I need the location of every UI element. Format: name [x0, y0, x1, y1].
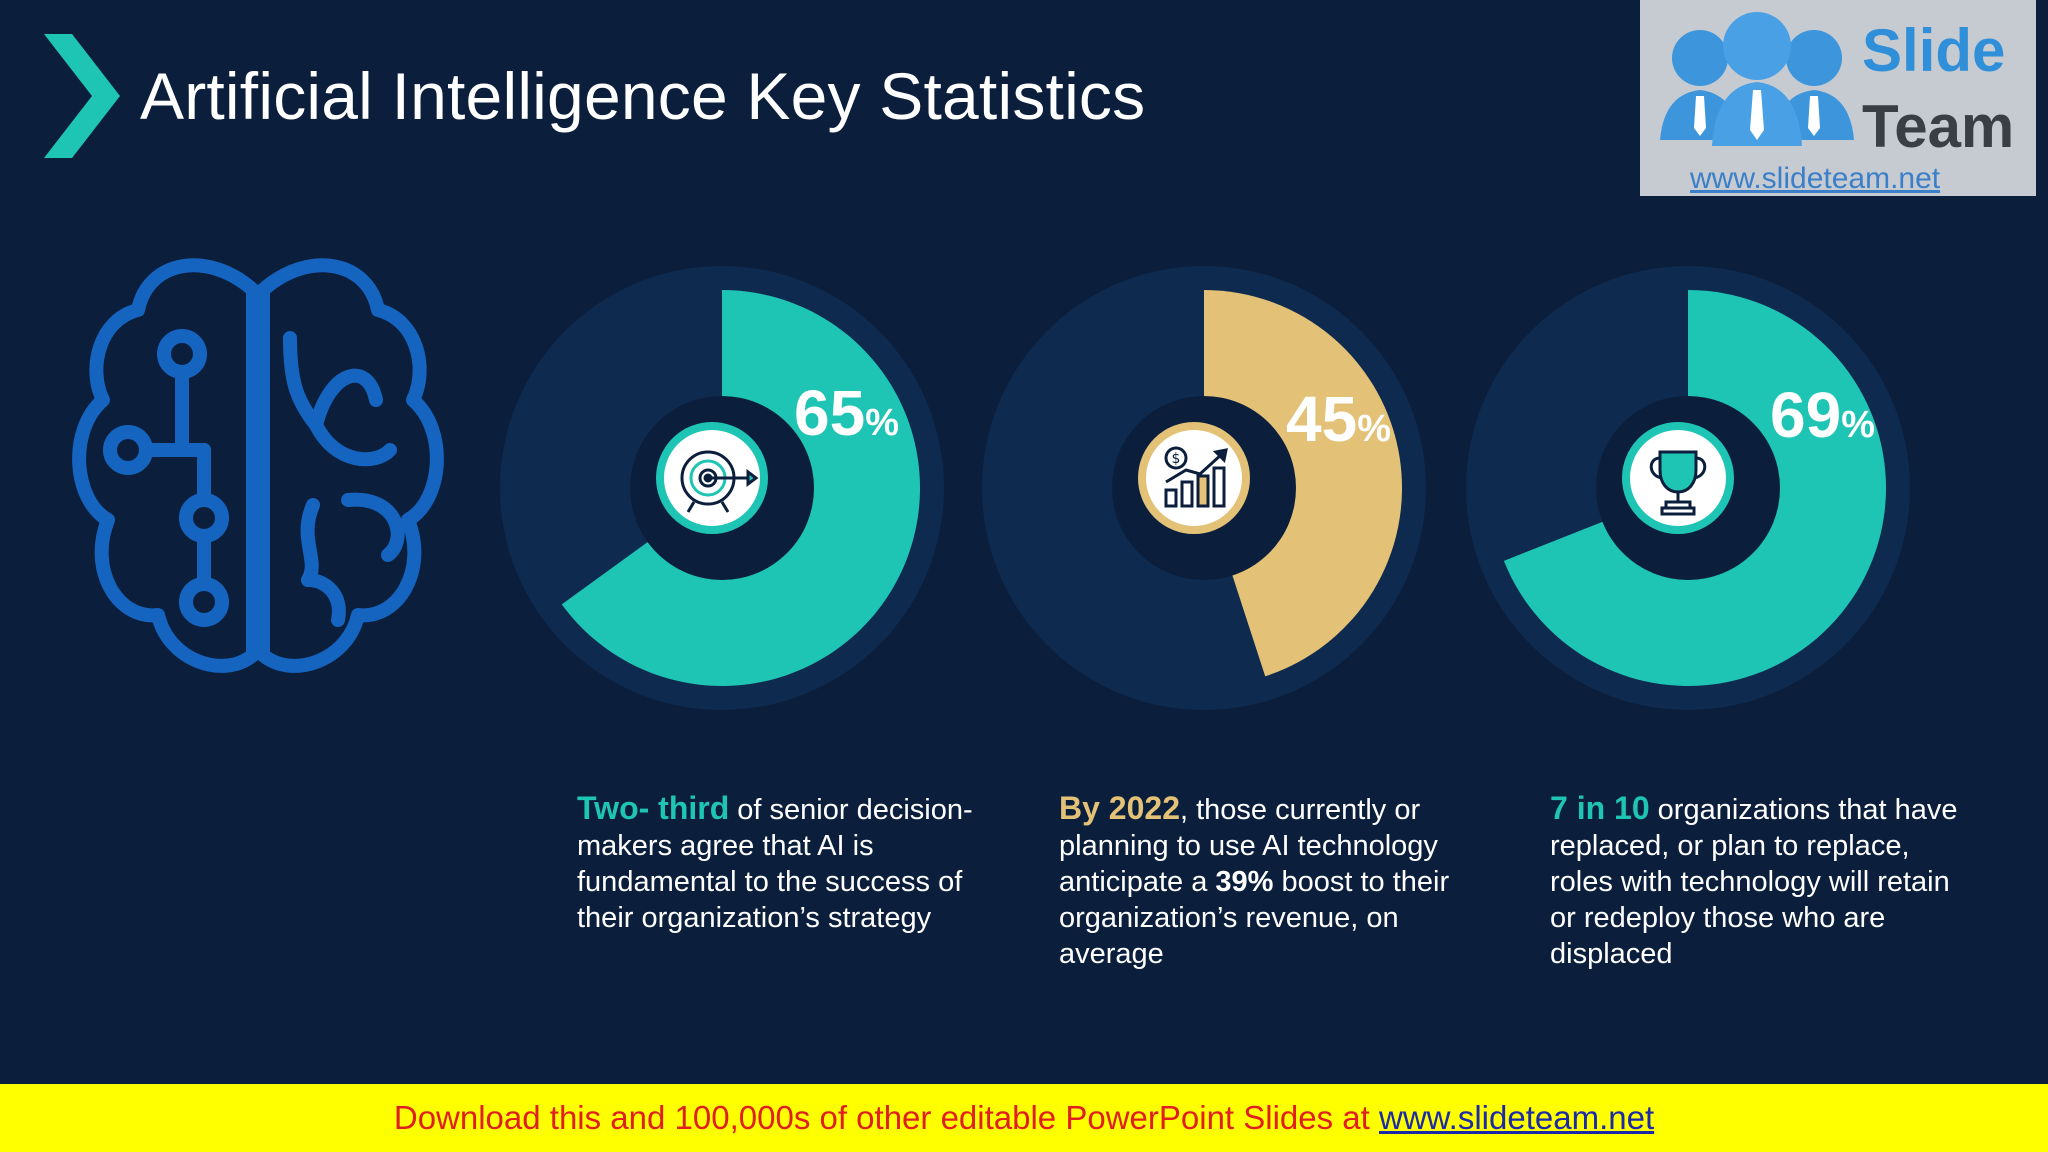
stat-donut-3: 69%: [1458, 258, 1918, 718]
target-icon: [680, 450, 759, 513]
chevron-icon: [44, 34, 120, 158]
slide: Artificial Intelligence Key Statistics S…: [44, 0, 2036, 970]
logo-url[interactable]: www.slideteam.net: [1690, 162, 1941, 195]
donut-arc: [1204, 290, 1403, 677]
stat-donut-2: 45% $: [974, 258, 1434, 718]
trophy-icon: [1649, 450, 1707, 516]
brain-icon: [72, 258, 444, 673]
banner-link[interactable]: www.slideteam.net: [1379, 1099, 1655, 1136]
stat-highlight: Two- third: [577, 790, 730, 826]
svg-text:$: $: [1172, 451, 1181, 467]
stat-donut-1: 65%: [492, 258, 952, 718]
stat-description-2: By 2022, those currently or planning to …: [1059, 790, 1450, 970]
download-banner: Download this and 100,000s of other edit…: [0, 1084, 2048, 1152]
stat-highlight: 7 in 10: [1550, 790, 1650, 826]
stat-highlight: By 2022: [1059, 790, 1180, 826]
slideteam-logo[interactable]: Slide Team www.slideteam.net: [1640, 0, 2036, 196]
icon-disc: [1622, 422, 1734, 534]
stat-description-3: 7 in 10 organizations that have replaced…: [1550, 790, 1958, 970]
logo-word-slide: Slide: [1862, 17, 2006, 84]
people-icon: [1660, 12, 1854, 146]
banner-text: Download this and 100,000s of other edit…: [393, 1099, 1379, 1136]
icon-disc: [656, 422, 768, 534]
logo-word-team: Team: [1862, 93, 2015, 160]
page-title: Artificial Intelligence Key Statistics: [140, 59, 1146, 133]
stat-description-1: Two- third of senior decision- makers ag…: [577, 790, 973, 934]
growth-chart-icon: $: [1164, 446, 1228, 508]
stat-value: 45%: [1286, 383, 1391, 455]
stat-value: 69%: [1770, 379, 1875, 451]
icon-disc: $: [1138, 422, 1250, 534]
stat-value: 65%: [794, 377, 899, 449]
